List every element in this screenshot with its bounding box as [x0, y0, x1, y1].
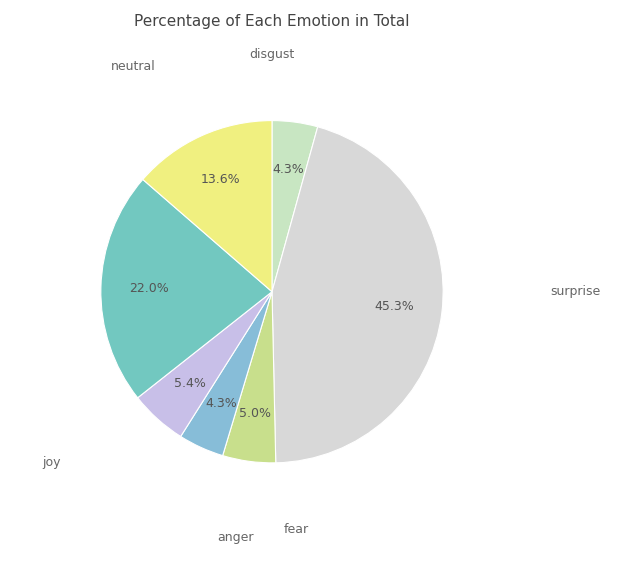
- Text: 5.4%: 5.4%: [173, 377, 205, 390]
- Text: 45.3%: 45.3%: [374, 300, 414, 313]
- Text: joy: joy: [42, 456, 61, 470]
- Text: fear: fear: [284, 523, 308, 536]
- Wedge shape: [223, 292, 276, 463]
- Text: anger: anger: [218, 531, 254, 544]
- Text: 5.0%: 5.0%: [239, 407, 271, 420]
- Text: 4.3%: 4.3%: [205, 398, 237, 410]
- Text: disgust: disgust: [250, 47, 294, 61]
- Text: neutral: neutral: [111, 59, 156, 73]
- Wedge shape: [180, 292, 272, 455]
- Text: 4.3%: 4.3%: [273, 163, 305, 176]
- Text: surprise: surprise: [550, 285, 600, 298]
- Wedge shape: [272, 127, 443, 463]
- Title: Percentage of Each Emotion in Total: Percentage of Each Emotion in Total: [134, 14, 410, 29]
- Text: 22.0%: 22.0%: [129, 283, 169, 295]
- Wedge shape: [143, 121, 272, 292]
- Wedge shape: [101, 180, 272, 398]
- Text: 13.6%: 13.6%: [201, 173, 241, 186]
- Wedge shape: [272, 121, 317, 292]
- Wedge shape: [138, 292, 272, 436]
